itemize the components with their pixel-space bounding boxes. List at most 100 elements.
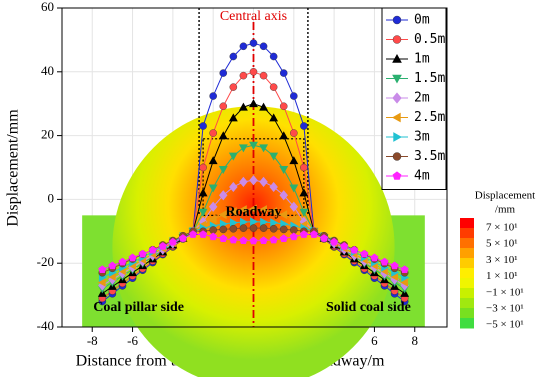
data-point xyxy=(279,210,288,220)
y-tick-label: -40 xyxy=(37,318,54,333)
data-point xyxy=(108,261,117,270)
data-point xyxy=(279,102,288,111)
colorbar-tick-label: −5 × 10¹ xyxy=(486,319,524,331)
data-point xyxy=(219,102,228,111)
data-point xyxy=(228,152,238,161)
data-point xyxy=(289,201,299,212)
annotation: Solid coal side xyxy=(326,300,411,315)
data-point xyxy=(279,190,288,201)
data-point xyxy=(219,69,228,77)
legend-marker xyxy=(393,132,403,142)
data-point xyxy=(400,277,409,287)
annotation: Central axis xyxy=(220,9,287,24)
data-point xyxy=(138,249,147,258)
data-point xyxy=(239,42,248,51)
data-point xyxy=(249,236,258,245)
data-point xyxy=(279,234,288,243)
data-point xyxy=(269,52,278,61)
x-tick-label: -8 xyxy=(87,333,98,348)
data-point xyxy=(208,184,218,193)
data-point xyxy=(258,205,267,215)
colorbar-cell xyxy=(460,238,474,249)
roadway-box xyxy=(202,138,305,216)
data-point xyxy=(250,217,259,227)
data-point xyxy=(400,265,409,273)
legend-label: 4m xyxy=(414,169,430,184)
data-point xyxy=(229,235,238,244)
data-point xyxy=(97,277,106,287)
data-point xyxy=(118,257,127,266)
legend-label: 2m xyxy=(414,91,430,106)
legend-marker xyxy=(392,53,402,63)
data-point xyxy=(279,131,289,140)
data-point xyxy=(259,102,269,111)
y-axis-label: Displacement/mm xyxy=(5,109,22,227)
data-point xyxy=(229,224,238,233)
data-point xyxy=(240,217,249,227)
data-point xyxy=(269,235,278,244)
data-point xyxy=(199,163,207,172)
data-point xyxy=(249,39,258,47)
data-point xyxy=(259,224,268,232)
x-tick-label: -6 xyxy=(127,333,138,348)
y-tick-label: 0 xyxy=(48,190,55,205)
data-point xyxy=(209,129,217,137)
data-point xyxy=(218,210,227,220)
data-point xyxy=(228,113,238,122)
data-point xyxy=(259,176,268,187)
legend-label: 3m xyxy=(414,130,430,145)
colorbar-cell xyxy=(460,318,474,329)
annotation: Coal pillar side xyxy=(93,300,184,315)
data-point xyxy=(208,214,217,224)
data-point xyxy=(209,92,217,100)
data-point xyxy=(248,204,257,214)
data-point xyxy=(289,156,299,165)
data-point xyxy=(289,214,298,224)
data-point xyxy=(229,52,238,61)
plot-frame xyxy=(61,7,448,328)
data-point xyxy=(219,225,228,234)
legend-marker xyxy=(392,74,402,84)
data-point xyxy=(128,253,137,262)
annotation: Roadway xyxy=(225,204,281,219)
data-point xyxy=(269,83,278,91)
colorbar-tick-label: −1 × 10¹ xyxy=(486,286,524,298)
data-point xyxy=(229,218,238,228)
colorbar-cell xyxy=(460,278,474,289)
legend-marker xyxy=(392,152,402,161)
data-point xyxy=(168,237,177,246)
legend-label: 2.5m xyxy=(414,110,445,125)
data-point xyxy=(290,129,298,137)
data-point xyxy=(249,141,258,150)
data-point xyxy=(239,71,248,80)
legend-label: 0.5m xyxy=(414,32,445,47)
colorbar-tick-label: −3 × 10¹ xyxy=(486,303,524,315)
colorbar-cell xyxy=(460,218,474,229)
data-point xyxy=(249,99,258,108)
data-point xyxy=(290,92,298,100)
legend-label: 0m xyxy=(414,13,430,28)
colorbar-cell xyxy=(460,298,474,309)
colorbar-cell xyxy=(460,258,474,269)
colorbar-tick-label: 5 × 10¹ xyxy=(486,238,518,250)
y-tick-label: 40 xyxy=(41,63,54,78)
data-point xyxy=(299,208,309,217)
data-point xyxy=(199,230,208,238)
data-point xyxy=(299,230,308,238)
colorbar-tick-label: 3 × 10¹ xyxy=(486,254,518,266)
data-point xyxy=(299,188,309,197)
data-point xyxy=(178,234,187,242)
data-point xyxy=(238,205,247,215)
data-point xyxy=(238,144,248,153)
data-point xyxy=(309,230,318,238)
data-point xyxy=(260,217,269,227)
data-point xyxy=(259,71,268,80)
x-tick-label: 6 xyxy=(371,333,378,348)
data-point xyxy=(380,257,389,266)
y-tick-label: 60 xyxy=(41,0,54,14)
data-point xyxy=(219,234,228,243)
data-point xyxy=(229,83,238,91)
colorbar-cell xyxy=(460,248,474,259)
